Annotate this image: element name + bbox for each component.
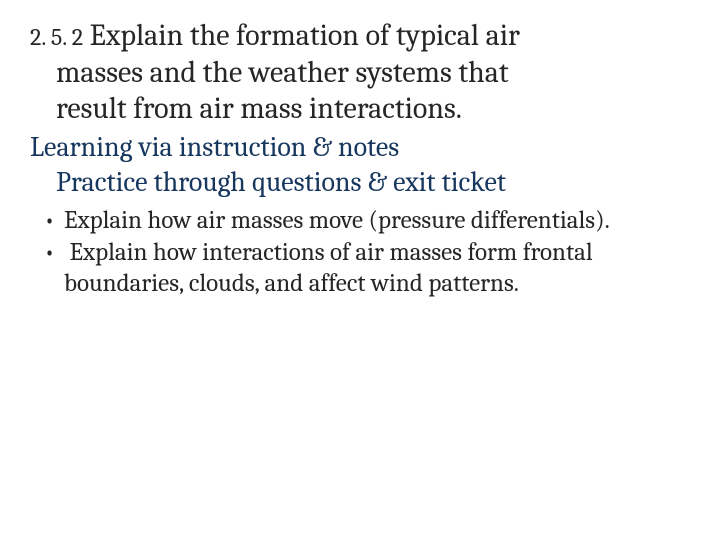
learning-block: Learning via instruction & notes Practic… [30, 130, 690, 200]
learning-line2: Practice through questions & exit ticket [30, 165, 690, 200]
standard-line3: result from air mass interactions. [30, 91, 690, 128]
list-item: Explain how interactions of air masses f… [30, 238, 690, 299]
standard-line2: masses and the weather systems that [30, 55, 690, 92]
list-item: Explain how air masses move (pressure di… [30, 206, 690, 237]
standard-number: 2. 5. 2 [30, 23, 83, 51]
learning-line1: Learning via instruction & notes [30, 131, 399, 163]
bullet-list: Explain how air masses move (pressure di… [30, 206, 690, 300]
standard-line1: Explain the formation of typical air [83, 18, 520, 53]
standard-text: 2. 5. 2 Explain the formation of typical… [30, 18, 690, 128]
slide: 2. 5. 2 Explain the formation of typical… [0, 0, 720, 540]
